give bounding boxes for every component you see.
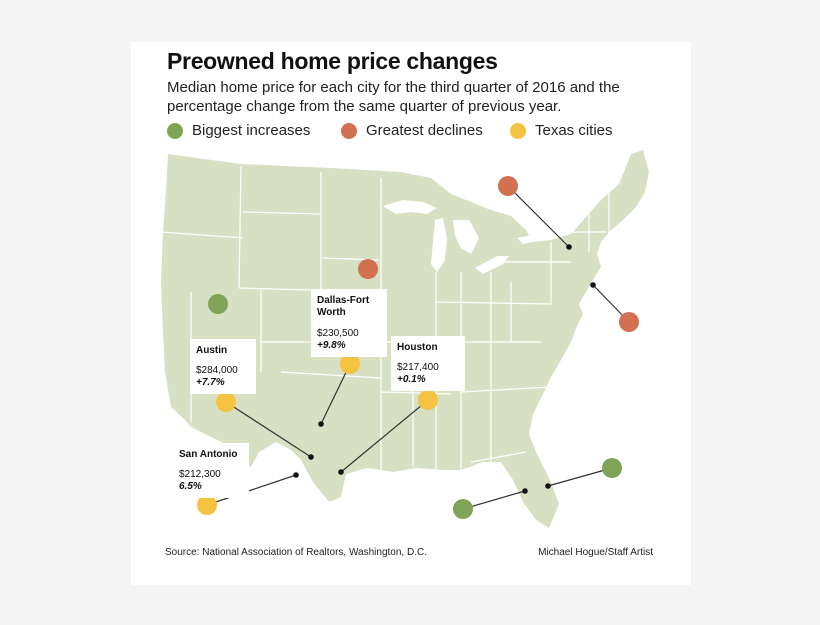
leader-line-san-antonio [206,474,297,506]
callout-dallas-name: Dallas-Fort Worth [317,295,370,318]
yellow-dot-icon [510,122,526,139]
marker-texas-austin [216,392,236,412]
callout-san-antonio: San Antonio $212,300 6.5% [173,443,249,498]
chart-title: Preowned home price changes [167,48,498,74]
lake-ontario [517,234,541,244]
target-dot-austin [308,454,314,460]
green-dot-icon [167,122,183,139]
marker-increase-florida-west [453,499,473,519]
legend-label-increases: Biggest increases [192,122,311,139]
callout-austin-name: Austin [196,345,228,356]
leader-lines [206,185,630,510]
callout-houston-price: $217,400 [397,362,439,373]
callout-dallas-change: +9.8% [317,340,346,351]
legend-label-texas: Texas cities [535,122,613,139]
marker-increase-florida-east [602,458,622,478]
target-dot-florida-west [522,488,528,494]
callout-austin-price: $284,000 [196,365,238,376]
lake-erie [475,256,509,274]
infographic: Preowned home price changes Median home … [131,42,691,585]
leader-line-dallas [320,363,351,425]
marker-decline-midwest [358,259,378,279]
legend-item-increases: Biggest increases [167,122,310,139]
marker-texas-houston [418,390,438,410]
target-dot-houston [338,469,344,475]
marker-texas-dallas [340,354,360,374]
marker-decline-east-coast [619,312,639,332]
legend-label-declines: Greatest declines [366,122,483,139]
lake-huron [453,220,479,254]
target-dot-florida-east [545,483,551,489]
legend-item-texas: Texas cities [510,122,613,139]
leader-line-florida-west [462,490,526,510]
callout-san-antonio-name: San Antonio [179,449,238,460]
callout-san-antonio-change: 6.5% [179,481,202,492]
chart-subtitle: Median home price for each city for the … [167,79,620,115]
callout-houston-name: Houston [397,342,438,353]
leader-line-houston [340,399,429,473]
leader-line-northeast-decline [507,185,570,248]
marker-texas-san-antonio [197,495,217,515]
marker-decline-northeast [498,176,518,196]
lake-michigan [431,218,447,272]
orange-dot-icon [341,122,357,139]
target-dot-san-antonio [293,472,299,478]
callout-dallas: Dallas-Fort Worth $230,500 +9.8% [311,289,387,357]
target-dot-northeast [566,244,572,250]
artist-credit: Michael Hogue/Staff Artist [538,547,653,558]
callout-houston-change: +0.1% [397,374,426,385]
target-dot-dallas [318,421,324,427]
target-dots [293,244,596,494]
leader-line-florida-east [547,467,613,487]
callout-austin: Austin $284,000 +7.7% [190,339,256,394]
callout-austin-change: +7.7% [196,377,225,388]
callout-dallas-price: $230,500 [317,328,359,339]
source-note: Source: National Association of Realtors… [165,547,427,558]
leader-line-austin [225,401,312,458]
callout-houston: Houston $217,400 +0.1% [391,336,465,391]
lake-superior [383,200,437,214]
us-map [160,150,649,528]
target-dot-east-coast [590,282,596,288]
callout-san-antonio-price: $212,300 [179,469,221,480]
legend-item-declines: Greatest declines [341,122,483,139]
marker-increase-mountain-west [208,294,228,314]
